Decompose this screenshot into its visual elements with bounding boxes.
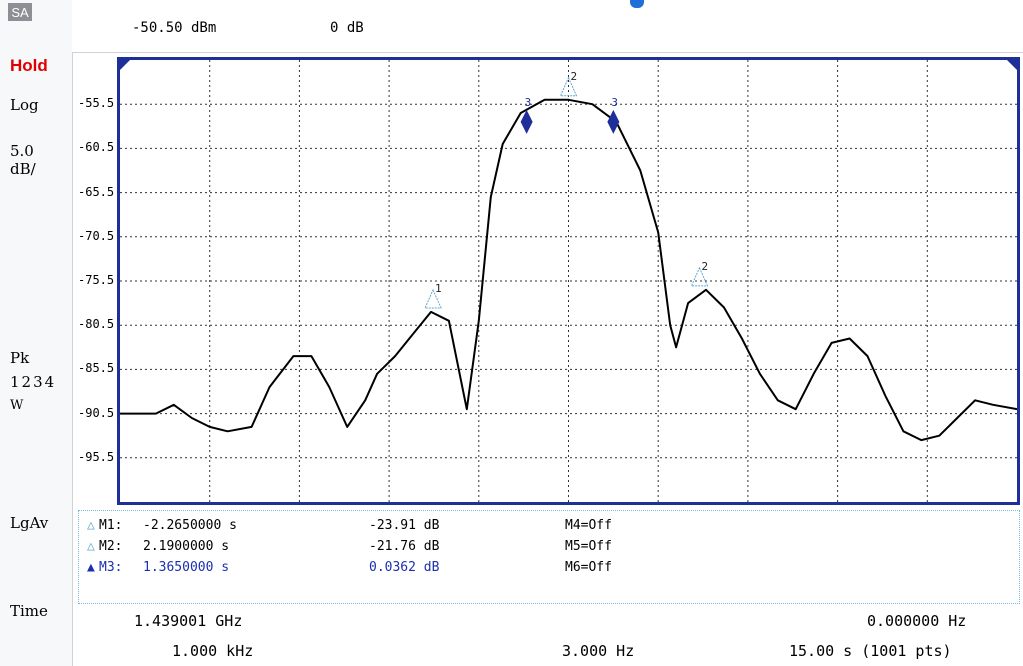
header-bar: -50.50 dBm 0 dB [72,0,1023,53]
marker-other: M5=Off [565,539,612,554]
scale-value: 5.0 [10,142,34,160]
marker-time: -2.2650000 s [143,518,237,533]
y-tick-label: -85.5 [78,361,115,376]
marker-label: 3 [611,96,618,109]
y-tick-label: -70.5 [78,228,115,243]
y-tick-label: -80.5 [78,317,115,332]
marker-delta: -21.76 dB [369,539,440,554]
y-tick-label: -55.5 [78,96,115,111]
plot-area: 1 2 2 3 3 [117,57,1020,505]
marker-time: 1.3650000 s [143,560,230,575]
scale-unit: dB/ [10,160,36,178]
marker-2[interactable]: 2 [559,70,578,97]
vbw-value: 3.000 Hz [562,642,635,660]
marker-3[interactable]: 3 [520,96,533,134]
marker-delta: -23.91 dB [369,518,440,533]
delta-marker-icon: △ [87,518,95,533]
sweep-time: 15.00 s (1001 pts) [789,642,952,660]
marker-3[interactable]: 3 [607,96,620,134]
marker-other: M4=Off [565,518,612,533]
trace-line [120,98,1017,442]
frame-corner [120,60,130,70]
center-frequency: 1.439001 GHz [134,612,243,630]
left-status-panel: SA Hold Log 5.0 dB/ Pk 1234 W LgAv Time [0,0,73,666]
reference-level: -50.50 dBm [132,20,217,36]
trace-chart: 1 2 2 3 3 [120,60,1017,502]
frame-corner [1007,60,1017,70]
marker-other: M6=Off [565,560,612,575]
trace-numbers: 1234 [10,373,57,391]
y-tick-label: -75.5 [78,273,115,287]
rbw-value: 1.000 kHz [172,642,254,660]
y-tick-label: -95.5 [78,449,115,464]
span-value: 0.000000 Hz [867,612,967,630]
x-axis-type: Time [10,602,48,620]
marker-2[interactable]: 2 [690,260,709,287]
marker-label: 2 [701,260,708,273]
marker-label: 3 [525,96,532,109]
marker-time: 2.1900000 s [143,539,230,554]
trace-mode: W [10,398,24,413]
marker-label: 1 [435,282,442,295]
marker-name: M3: [99,560,123,575]
y-tick-label: -60.5 [78,140,115,155]
marker-name: M2: [99,539,123,554]
marker-label: 2 [571,70,578,83]
scale-type: Log [10,96,39,114]
delta-marker-icon: △ [87,539,95,554]
y-tick-label: -90.5 [78,405,115,420]
average-type: LgAv [10,514,49,532]
marker-1[interactable]: 1 [424,282,442,309]
hold-indicator: Hold [10,56,48,75]
footer-bar: 1.439001 GHz 0.000000 Hz 1.000 kHz 3.000… [72,605,1023,666]
attenuation: 0 dB [330,20,364,36]
marker-delta: 0.0362 dB [369,560,440,575]
detector-label: Pk [10,349,30,367]
marker-table: △ M1: -2.2650000 s -23.91 dB M4=Off △ M2… [78,510,1020,604]
marker-name: M1: [99,518,123,533]
mode-badge: SA [8,3,32,21]
y-tick-label: -65.5 [78,184,115,199]
status-icon [630,0,644,8]
active-marker-icon: ▲ [87,560,95,575]
